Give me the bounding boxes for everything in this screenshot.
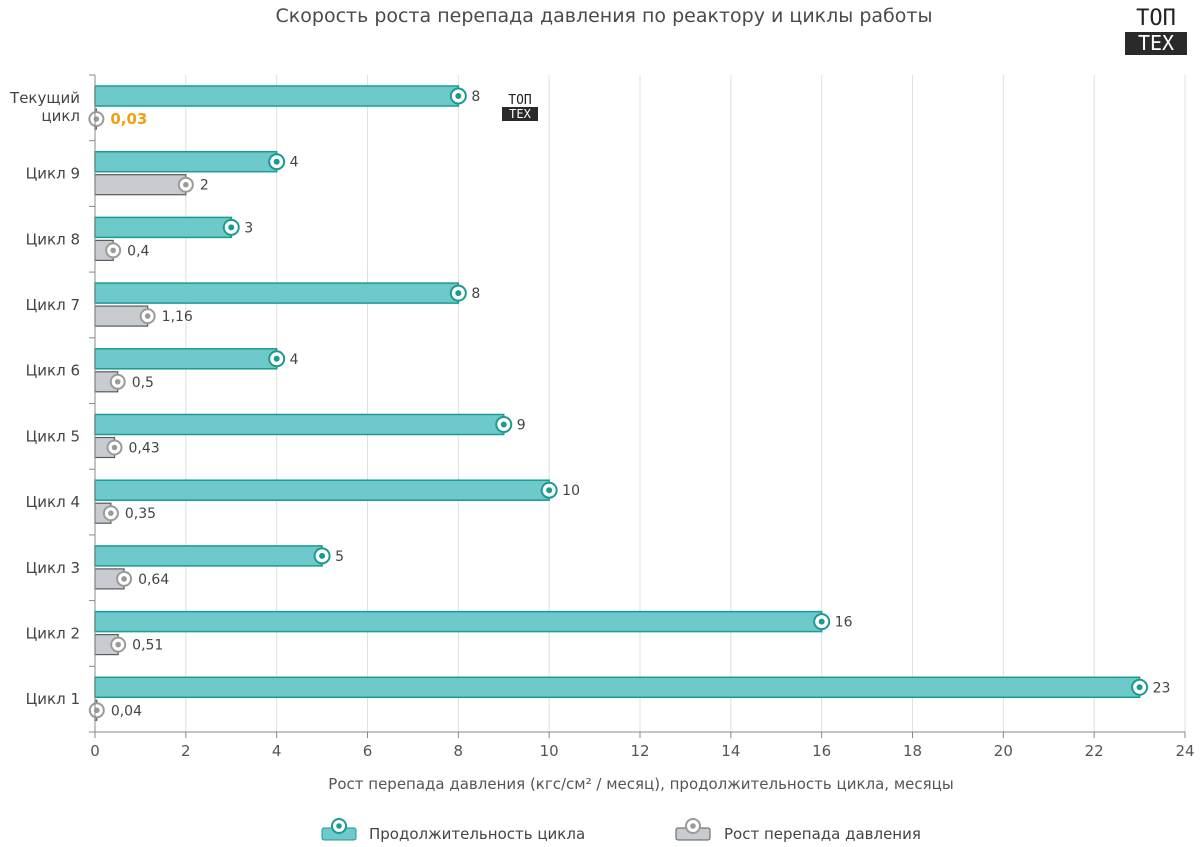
value-label-pressure-цикл-8: 0,4 bbox=[127, 243, 149, 259]
marker-duration-dot-цикл-3 bbox=[319, 552, 326, 559]
bar-duration-цикл-6 bbox=[94, 348, 278, 370]
bar-duration-цикл-2 bbox=[94, 610, 823, 633]
value-label-pressure-цикл-9: 2 bbox=[200, 178, 209, 194]
x-tick-label: 8 bbox=[454, 742, 464, 760]
value-label-pressure-цикл-4: 0,35 bbox=[125, 506, 156, 522]
legend: Продолжительность цикла Рост перепада да… bbox=[321, 818, 921, 843]
value-label-duration-цикл-2: 16 bbox=[835, 615, 853, 631]
logo-bottom-text: ТЕХ bbox=[1138, 31, 1174, 55]
y-axis: Текущий цикл Цикл 9 Цикл 8 Цикл 7 Цикл 6 Цикл … bbox=[9, 74, 96, 733]
marker-pressure-dot-текущий-цикл bbox=[93, 116, 100, 122]
x-tick-label: 10 bbox=[540, 742, 559, 760]
bar-duration-цикл-9 bbox=[94, 150, 278, 173]
marker-pressure-dot-цикл-9 bbox=[183, 181, 189, 188]
bar-duration-цикл-7 bbox=[94, 282, 460, 304]
logo-bottom-box bbox=[1125, 32, 1187, 55]
grid bbox=[185, 75, 1186, 732]
bar-duration-цикл-3 bbox=[94, 545, 323, 567]
value-label-duration-цикл-1: 23 bbox=[1153, 680, 1171, 696]
category-label-цикл-5: Цикл 5 bbox=[26, 427, 80, 445]
marker-pressure-dot-цикл-5 bbox=[111, 444, 118, 451]
topteh-logo: ТОП ТЕХ bbox=[1125, 6, 1187, 55]
logo-top-text: ТОП bbox=[1136, 6, 1176, 31]
bar-duration-цикл-1 bbox=[94, 676, 1141, 699]
marker-pressure-dot-цикл-7 bbox=[144, 313, 151, 319]
value-label-duration-цикл-4: 10 bbox=[562, 483, 580, 499]
category-label-цикл-4: Цикл 4 bbox=[26, 493, 80, 511]
marker-duration-dot-цикл-4 bbox=[546, 487, 553, 494]
marker-duration-dot-цикл-6 bbox=[273, 355, 280, 362]
marker-duration-dot-цикл-8 bbox=[228, 224, 235, 231]
x-tick-label: 20 bbox=[994, 742, 1013, 760]
bar-duration-цикл-5 bbox=[94, 413, 505, 436]
legend-marker-pressure-dot bbox=[690, 823, 696, 829]
category-label-line: Текущий bbox=[9, 89, 80, 107]
category-label-цикл-9: Цикл 9 bbox=[26, 165, 80, 183]
x-tick-label: 2 bbox=[181, 742, 191, 760]
bar-pressure-цикл-9 bbox=[94, 174, 187, 196]
marker-pressure-dot-цикл-8 bbox=[110, 247, 116, 254]
small-logo-top-text: ТОП bbox=[508, 93, 531, 108]
value-label-pressure-цикл-1: 0,04 bbox=[111, 703, 142, 719]
legend-label-pressure: Рост перепада давления bbox=[724, 825, 921, 843]
x-axis-label: Рост перепада давления (кгс/см² / месяц)… bbox=[328, 775, 953, 793]
legend-marker-duration-dot bbox=[336, 823, 342, 829]
category-label-цикл-8: Цикл 8 bbox=[26, 230, 80, 248]
category-label-цикл-2: Цикл 2 bbox=[26, 624, 80, 642]
marker-duration-dot-цикл-5 bbox=[500, 421, 507, 428]
value-label-pressure-цикл-5: 0,43 bbox=[129, 441, 160, 457]
value-label-pressure-цикл-7: 1,16 bbox=[162, 309, 193, 325]
category-label-цикл-6: Цикл 6 bbox=[26, 362, 80, 380]
x-tick-label: 0 bbox=[90, 742, 100, 760]
x-tick-label: 6 bbox=[363, 742, 373, 760]
bar-duration-цикл-4 bbox=[94, 479, 550, 501]
x-tick-label: 14 bbox=[721, 742, 740, 760]
x-tick-label: 18 bbox=[903, 742, 922, 760]
category-label-цикл-7: Цикл 7 bbox=[26, 296, 80, 314]
x-tick-label: 16 bbox=[812, 742, 831, 760]
chart-title: Скорость роста перепада давления по реак… bbox=[276, 5, 933, 27]
category-label-текущий-цикл: Текущий цикл bbox=[9, 89, 80, 125]
marker-pressure-dot-цикл-2 bbox=[115, 641, 121, 648]
marker-duration-dot-цикл-2 bbox=[818, 618, 825, 625]
x-axis: 0 2 4 6 8 10 12 14 16 18 20 22 24 bbox=[90, 731, 1195, 760]
marker-pressure-dot-цикл-6 bbox=[114, 379, 121, 385]
x-tick-label: 24 bbox=[1175, 742, 1194, 760]
marker-duration-dot-текущий-цикл bbox=[455, 93, 462, 99]
x-tick-label: 22 bbox=[1085, 742, 1104, 760]
legend-item-pressure: Рост перепада давления bbox=[675, 818, 921, 843]
small-logo-bottom-box bbox=[502, 107, 538, 121]
x-tick-label: 12 bbox=[630, 742, 649, 760]
bar-duration-цикл-8 bbox=[94, 216, 232, 239]
value-label-pressure-текущий-цикл: 0,03 bbox=[110, 110, 147, 128]
marker-pressure-dot-цикл-3 bbox=[121, 576, 127, 582]
marker-pressure-dot-цикл-4 bbox=[108, 510, 114, 516]
value-label-duration-цикл-5: 9 bbox=[517, 418, 526, 434]
value-label-duration-цикл-6: 4 bbox=[290, 352, 299, 368]
value-label-duration-цикл-8: 3 bbox=[244, 220, 253, 236]
legend-label-duration: Продолжительность цикла bbox=[369, 825, 585, 843]
marker-duration-dot-цикл-1 bbox=[1136, 684, 1143, 691]
value-label-pressure-цикл-3: 0,64 bbox=[138, 572, 169, 588]
value-label-duration-текущий-цикл: 8 bbox=[471, 89, 480, 105]
legend-item-duration: Продолжительность цикла bbox=[321, 818, 585, 843]
value-label-duration-цикл-7: 8 bbox=[471, 286, 480, 302]
marker-duration-dot-цикл-9 bbox=[273, 158, 280, 165]
category-label-цикл-1: Цикл 1 bbox=[26, 690, 80, 708]
topteh-small-logo: ТОП ТЕХ bbox=[502, 93, 538, 121]
category-label-line: цикл bbox=[41, 107, 80, 125]
value-label-pressure-цикл-6: 0,5 bbox=[132, 375, 154, 391]
value-label-duration-цикл-3: 5 bbox=[335, 549, 344, 565]
value-label-pressure-цикл-2: 0,51 bbox=[132, 638, 163, 654]
category-label-цикл-3: Цикл 3 bbox=[26, 559, 80, 577]
bars: 80,034230,481,1640,590,43100,3550,64160,… bbox=[88, 85, 1171, 721]
x-tick-label: 4 bbox=[272, 742, 282, 760]
small-logo-bottom-text: ТЕХ bbox=[509, 107, 531, 121]
bar-duration-текущий-цикл bbox=[94, 85, 460, 107]
marker-duration-dot-цикл-7 bbox=[455, 290, 462, 297]
value-label-duration-цикл-9: 4 bbox=[290, 155, 299, 171]
